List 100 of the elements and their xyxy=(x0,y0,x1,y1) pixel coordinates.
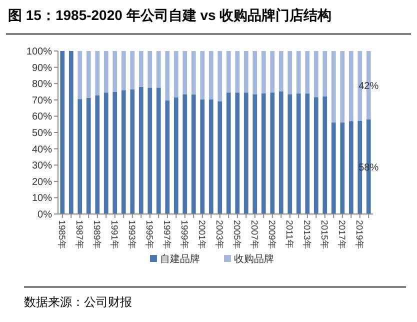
bar xyxy=(305,51,310,94)
bar xyxy=(348,51,354,122)
legend-label: 自建品牌 xyxy=(160,253,200,265)
y-tick-label: 30% xyxy=(32,160,52,172)
source-note: 数据来源：公司财报 xyxy=(24,295,132,309)
bar xyxy=(288,51,292,94)
x-tick-label: 1987年 xyxy=(74,220,84,250)
bar xyxy=(261,51,266,94)
bar xyxy=(261,93,266,214)
bar xyxy=(208,99,214,214)
bar xyxy=(121,90,126,214)
bar xyxy=(252,51,258,94)
x-tick-label: 1991年 xyxy=(109,220,120,250)
bar xyxy=(226,51,231,93)
bar xyxy=(218,51,222,102)
bar xyxy=(331,51,336,122)
bar xyxy=(95,96,100,214)
bar xyxy=(191,51,196,95)
bar xyxy=(138,51,144,87)
y-tick-label: 60% xyxy=(32,112,52,123)
bar xyxy=(226,92,231,214)
bar xyxy=(348,121,354,214)
bar xyxy=(244,51,248,93)
bar xyxy=(165,51,170,100)
bar xyxy=(182,51,188,94)
bar xyxy=(314,97,318,214)
y-tick-label: 20% xyxy=(32,176,52,188)
bar xyxy=(278,91,284,214)
bar xyxy=(78,51,82,100)
bar xyxy=(174,51,178,98)
bar xyxy=(112,51,118,92)
x-tick-label: 2005年 xyxy=(232,220,242,250)
x-tick-label: 1995年 xyxy=(144,220,154,250)
legend-label: 收购品牌 xyxy=(234,253,274,265)
bar xyxy=(165,100,170,214)
x-tick-label: 2009年 xyxy=(266,220,277,250)
bar xyxy=(78,99,82,214)
y-tick-label: 10% xyxy=(32,193,52,204)
bar xyxy=(95,51,100,96)
bar xyxy=(235,51,240,93)
y-tick-label: 70% xyxy=(32,95,52,106)
bar xyxy=(130,51,135,90)
x-tick-label: 1993年 xyxy=(126,220,137,250)
bar xyxy=(288,94,292,214)
x-tick-label: 1997年 xyxy=(162,220,172,250)
x-tick-label: 2001年 xyxy=(196,220,207,250)
bar xyxy=(104,51,108,93)
bar xyxy=(112,92,118,214)
bar xyxy=(322,96,328,214)
bar xyxy=(208,51,214,100)
bar xyxy=(60,51,65,214)
bar xyxy=(121,51,126,90)
bar xyxy=(200,99,205,214)
bar xyxy=(200,51,205,100)
bar xyxy=(68,51,74,214)
x-tick-label: 2013年 xyxy=(302,220,312,250)
bar xyxy=(104,92,108,214)
bar xyxy=(148,88,152,214)
bar xyxy=(138,86,144,214)
bar xyxy=(156,88,161,214)
chart-title: 图 15：1985-2020 年公司自建 vs 收购品牌门店结构 xyxy=(8,7,332,23)
bar xyxy=(314,51,318,98)
bar xyxy=(174,97,178,214)
bar xyxy=(130,89,135,214)
x-tick-label: 1985年 xyxy=(56,220,67,250)
bar xyxy=(296,51,301,94)
bar xyxy=(252,94,258,214)
y-tick-label: 0% xyxy=(38,210,52,220)
x-tick-label: 2007年 xyxy=(249,220,260,250)
x-tick-label: 2003年 xyxy=(214,220,224,250)
x-tick-label: 2011年 xyxy=(284,220,294,248)
bar xyxy=(235,92,240,214)
y-tick-label: 100% xyxy=(26,46,52,58)
bar xyxy=(322,51,328,96)
bar xyxy=(340,51,345,122)
bar xyxy=(218,101,222,214)
data-label: 42% xyxy=(358,81,379,92)
x-tick-label: 2019年 xyxy=(354,220,364,250)
bar xyxy=(156,51,161,88)
x-tick-label: 2017年 xyxy=(336,220,347,250)
y-tick-label: 40% xyxy=(32,144,52,156)
bar xyxy=(191,94,196,214)
bar xyxy=(244,92,248,214)
y-tick-label: 80% xyxy=(32,79,52,90)
bar xyxy=(340,122,345,214)
bar xyxy=(182,94,188,214)
y-tick-label: 50% xyxy=(32,128,52,139)
bar xyxy=(86,98,91,214)
bar xyxy=(278,51,284,92)
x-tick-label: 2015年 xyxy=(319,220,330,250)
bar xyxy=(296,94,301,214)
bar xyxy=(331,122,336,214)
bar xyxy=(148,51,152,88)
bar xyxy=(86,51,91,98)
y-tick-label: 90% xyxy=(32,62,52,74)
bar xyxy=(305,94,310,214)
x-tick-label: 1989年 xyxy=(92,220,102,250)
bar xyxy=(270,92,275,214)
bar xyxy=(270,51,275,93)
x-tick-label: 1999年 xyxy=(179,220,190,250)
